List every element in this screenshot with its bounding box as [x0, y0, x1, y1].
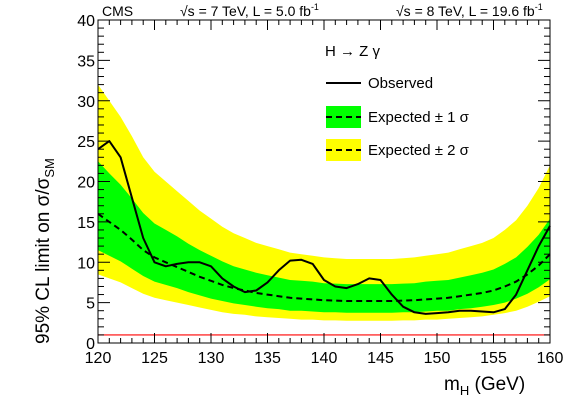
experiment-label: CMS [102, 3, 133, 19]
lumi-superscript-7tev: -1 [311, 2, 319, 12]
x-tick-label: 140 [311, 350, 338, 367]
band-1sigma [98, 161, 550, 313]
x-axis-title-sub: H [460, 383, 469, 398]
legend-2sigma-swatch [326, 139, 361, 161]
expected-bands [98, 84, 550, 321]
legend-1sigma-label: Expected ± 1 σ [368, 109, 470, 126]
legend-2sigma-label: Expected ± 2 σ [368, 142, 470, 159]
legend-observed-label: Observed [368, 75, 433, 92]
y-tick-label: 35 [77, 53, 95, 70]
y-tick-label: 40 [77, 13, 95, 30]
y-axis-title: 95% CL limit on σ/σSM [33, 158, 57, 344]
lumi-label-7tev-text: √s = 7 TeV, L = 5.0 fb [180, 3, 311, 19]
x-tick-label: 125 [141, 350, 168, 367]
x-tick-label: 155 [480, 350, 507, 367]
x-axis-title-unit: (GeV) [469, 374, 525, 395]
observed-line [97, 140, 551, 315]
lumi-label-7tev: √s = 7 TeV, L = 5.0 fb-1 [180, 2, 319, 19]
y-tick-label: 10 [77, 255, 95, 272]
y-tick-label: 5 [86, 296, 95, 313]
axis-tick-labels: 120 125 130 135 140 145 150 155 160 0 5 10 15 20 25 30 3… [77, 13, 563, 367]
x-axis-title: mH (GeV) [444, 374, 525, 398]
y-tick-label: 30 [77, 94, 95, 111]
x-tick-label: 145 [367, 350, 394, 367]
y-axis-title-sub: SM [42, 158, 57, 178]
legend: Observed Expected ± 1 σ Expected ± 2 σ [326, 75, 470, 161]
lumi-label-8tev-text: √s = 8 TeV, L = 19.6 fb [396, 3, 535, 19]
x-tick-label: 160 [537, 350, 564, 367]
y-tick-label: 25 [77, 134, 95, 151]
legend-1sigma-swatch [326, 106, 361, 128]
x-tick-label: 135 [254, 350, 281, 367]
y-tick-label: 20 [77, 175, 95, 192]
x-axis-title-main: m [444, 374, 460, 395]
lumi-label-8tev: √s = 8 TeV, L = 19.6 fb-1 [396, 2, 543, 19]
lumi-superscript-8tev: -1 [535, 2, 543, 12]
y-tick-label: 15 [77, 215, 95, 232]
x-tick-label: 130 [198, 350, 225, 367]
x-tick-label: 120 [85, 350, 112, 367]
y-tick-label: 0 [86, 336, 95, 353]
x-tick-label: 150 [424, 350, 451, 367]
axis-ticks [97, 19, 551, 344]
process-label: H → Z γ [325, 43, 380, 60]
y-axis-title-main: 95% CL limit on σ/σ [33, 177, 54, 344]
